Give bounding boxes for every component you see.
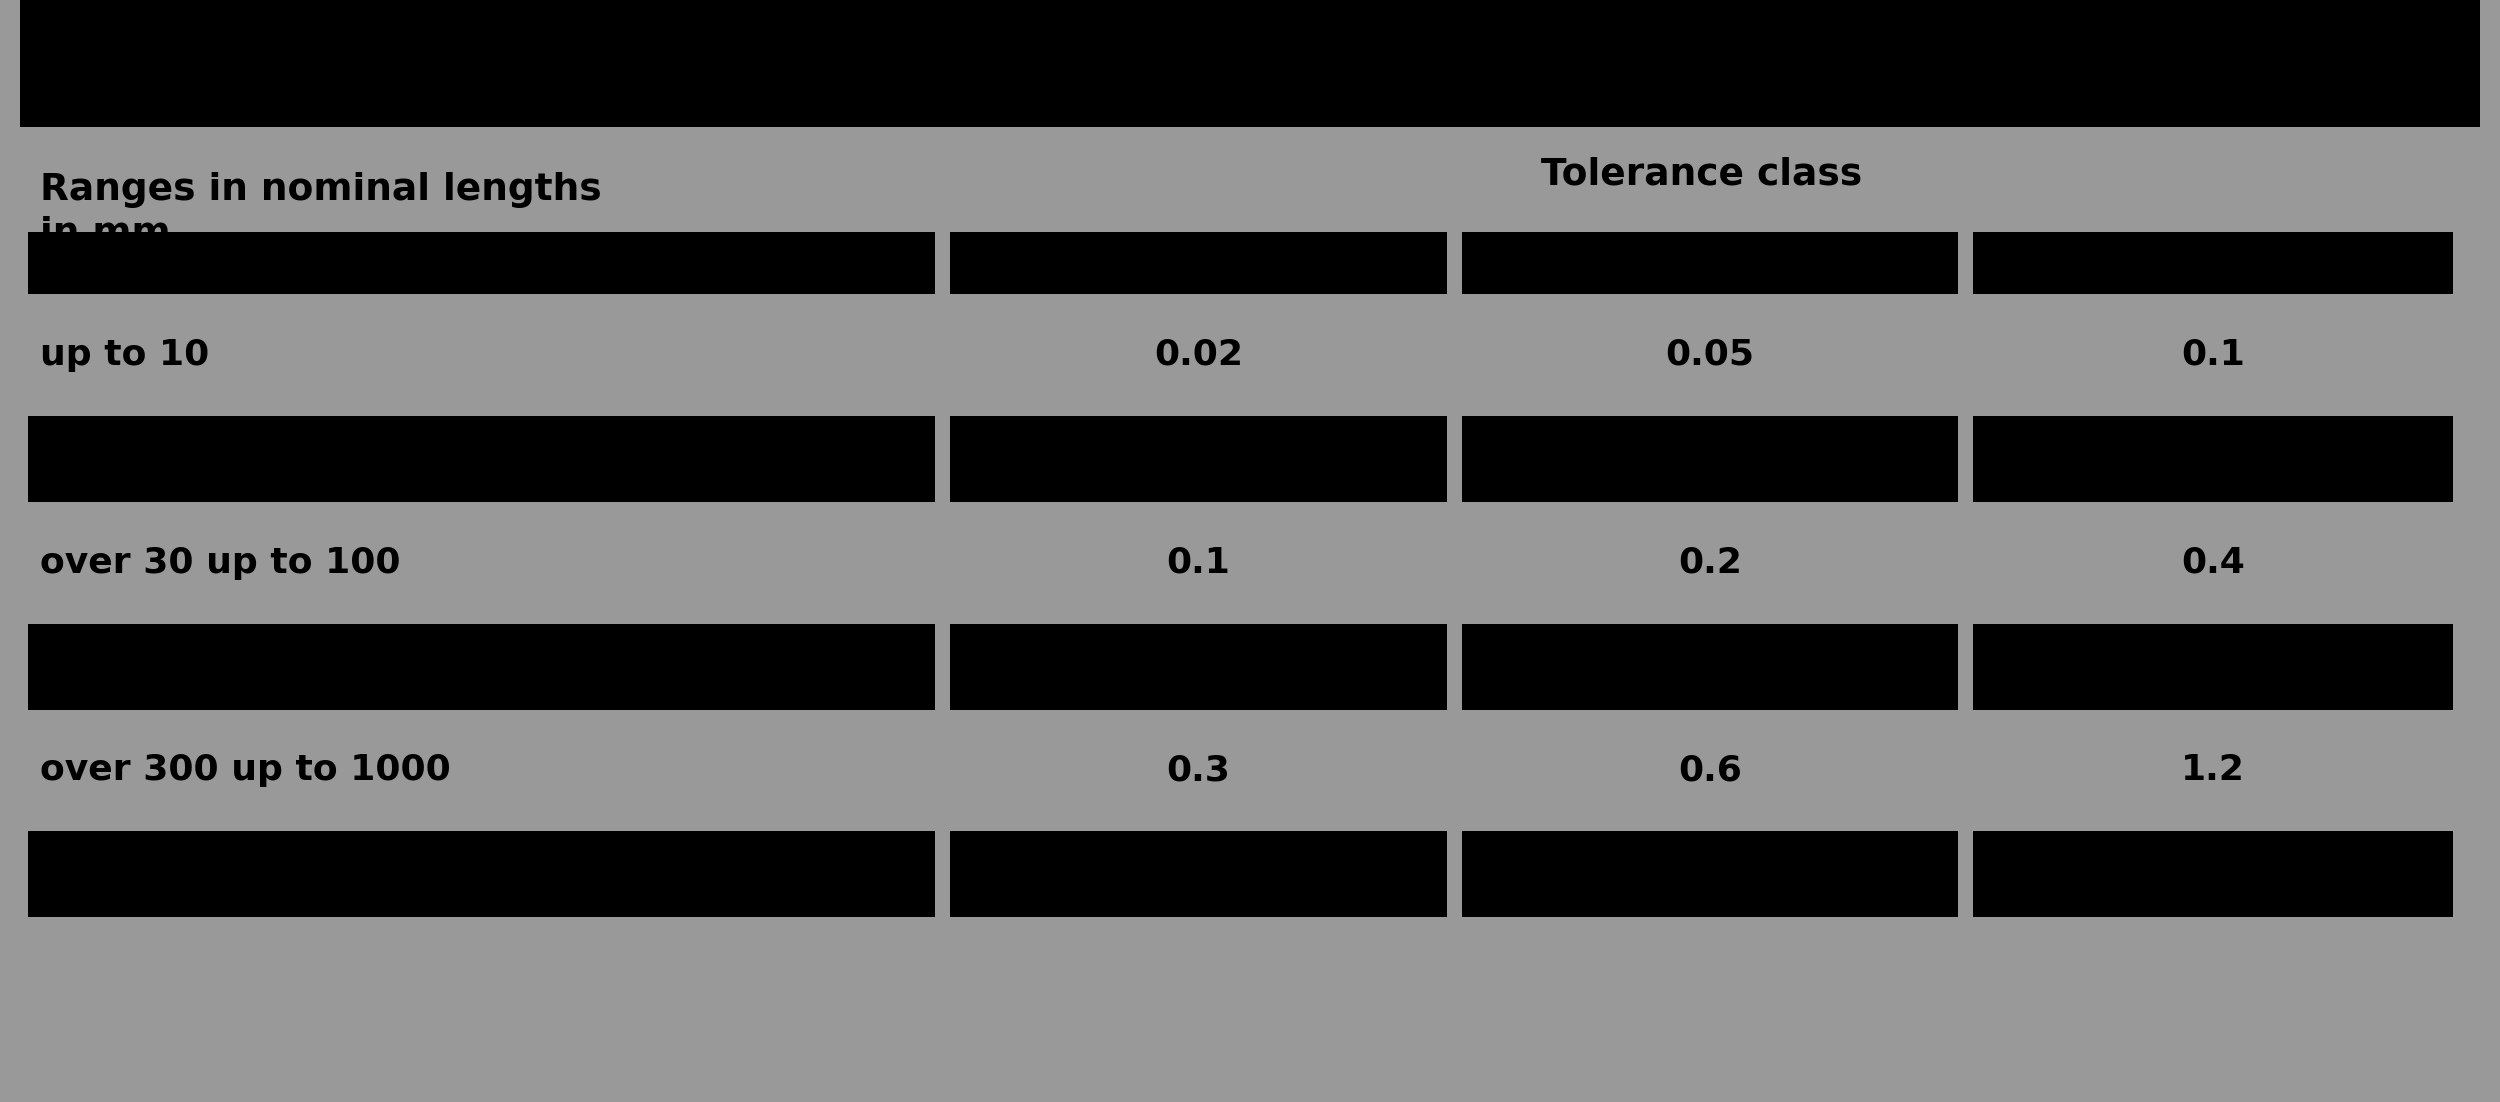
- Bar: [950, 624, 1448, 710]
- Text: 1.2: 1.2: [2180, 754, 2245, 788]
- Text: Tolerance class: Tolerance class: [1540, 156, 1862, 193]
- Bar: [950, 415, 1448, 501]
- Bar: [950, 831, 1448, 917]
- Text: 0.4: 0.4: [2180, 545, 2245, 580]
- Text: 0.6: 0.6: [1678, 754, 1742, 788]
- Bar: [1972, 624, 2452, 710]
- Bar: [1972, 415, 2452, 501]
- Text: 0.1: 0.1: [1168, 545, 1230, 580]
- Bar: [20, 0, 2480, 127]
- Text: 0.05: 0.05: [1665, 338, 1755, 372]
- Bar: [28, 624, 935, 710]
- Bar: [950, 233, 1448, 294]
- Text: 0.1: 0.1: [2180, 338, 2245, 372]
- Text: Ranges in nominal lengths
in mm: Ranges in nominal lengths in mm: [40, 172, 602, 252]
- Bar: [1462, 831, 1958, 917]
- Bar: [1972, 831, 2452, 917]
- Bar: [1462, 233, 1958, 294]
- Bar: [1972, 233, 2452, 294]
- Text: over 300 up to 1000: over 300 up to 1000: [40, 754, 450, 788]
- Bar: [28, 233, 935, 294]
- Text: 0.02: 0.02: [1155, 338, 1242, 372]
- Bar: [1462, 624, 1958, 710]
- Text: over 30 up to 100: over 30 up to 100: [40, 545, 400, 580]
- Text: 0.3: 0.3: [1168, 754, 1230, 788]
- Text: 0.2: 0.2: [1678, 545, 1742, 580]
- Bar: [28, 415, 935, 501]
- Bar: [1462, 415, 1958, 501]
- Bar: [28, 831, 935, 917]
- Text: up to 10: up to 10: [40, 338, 210, 372]
